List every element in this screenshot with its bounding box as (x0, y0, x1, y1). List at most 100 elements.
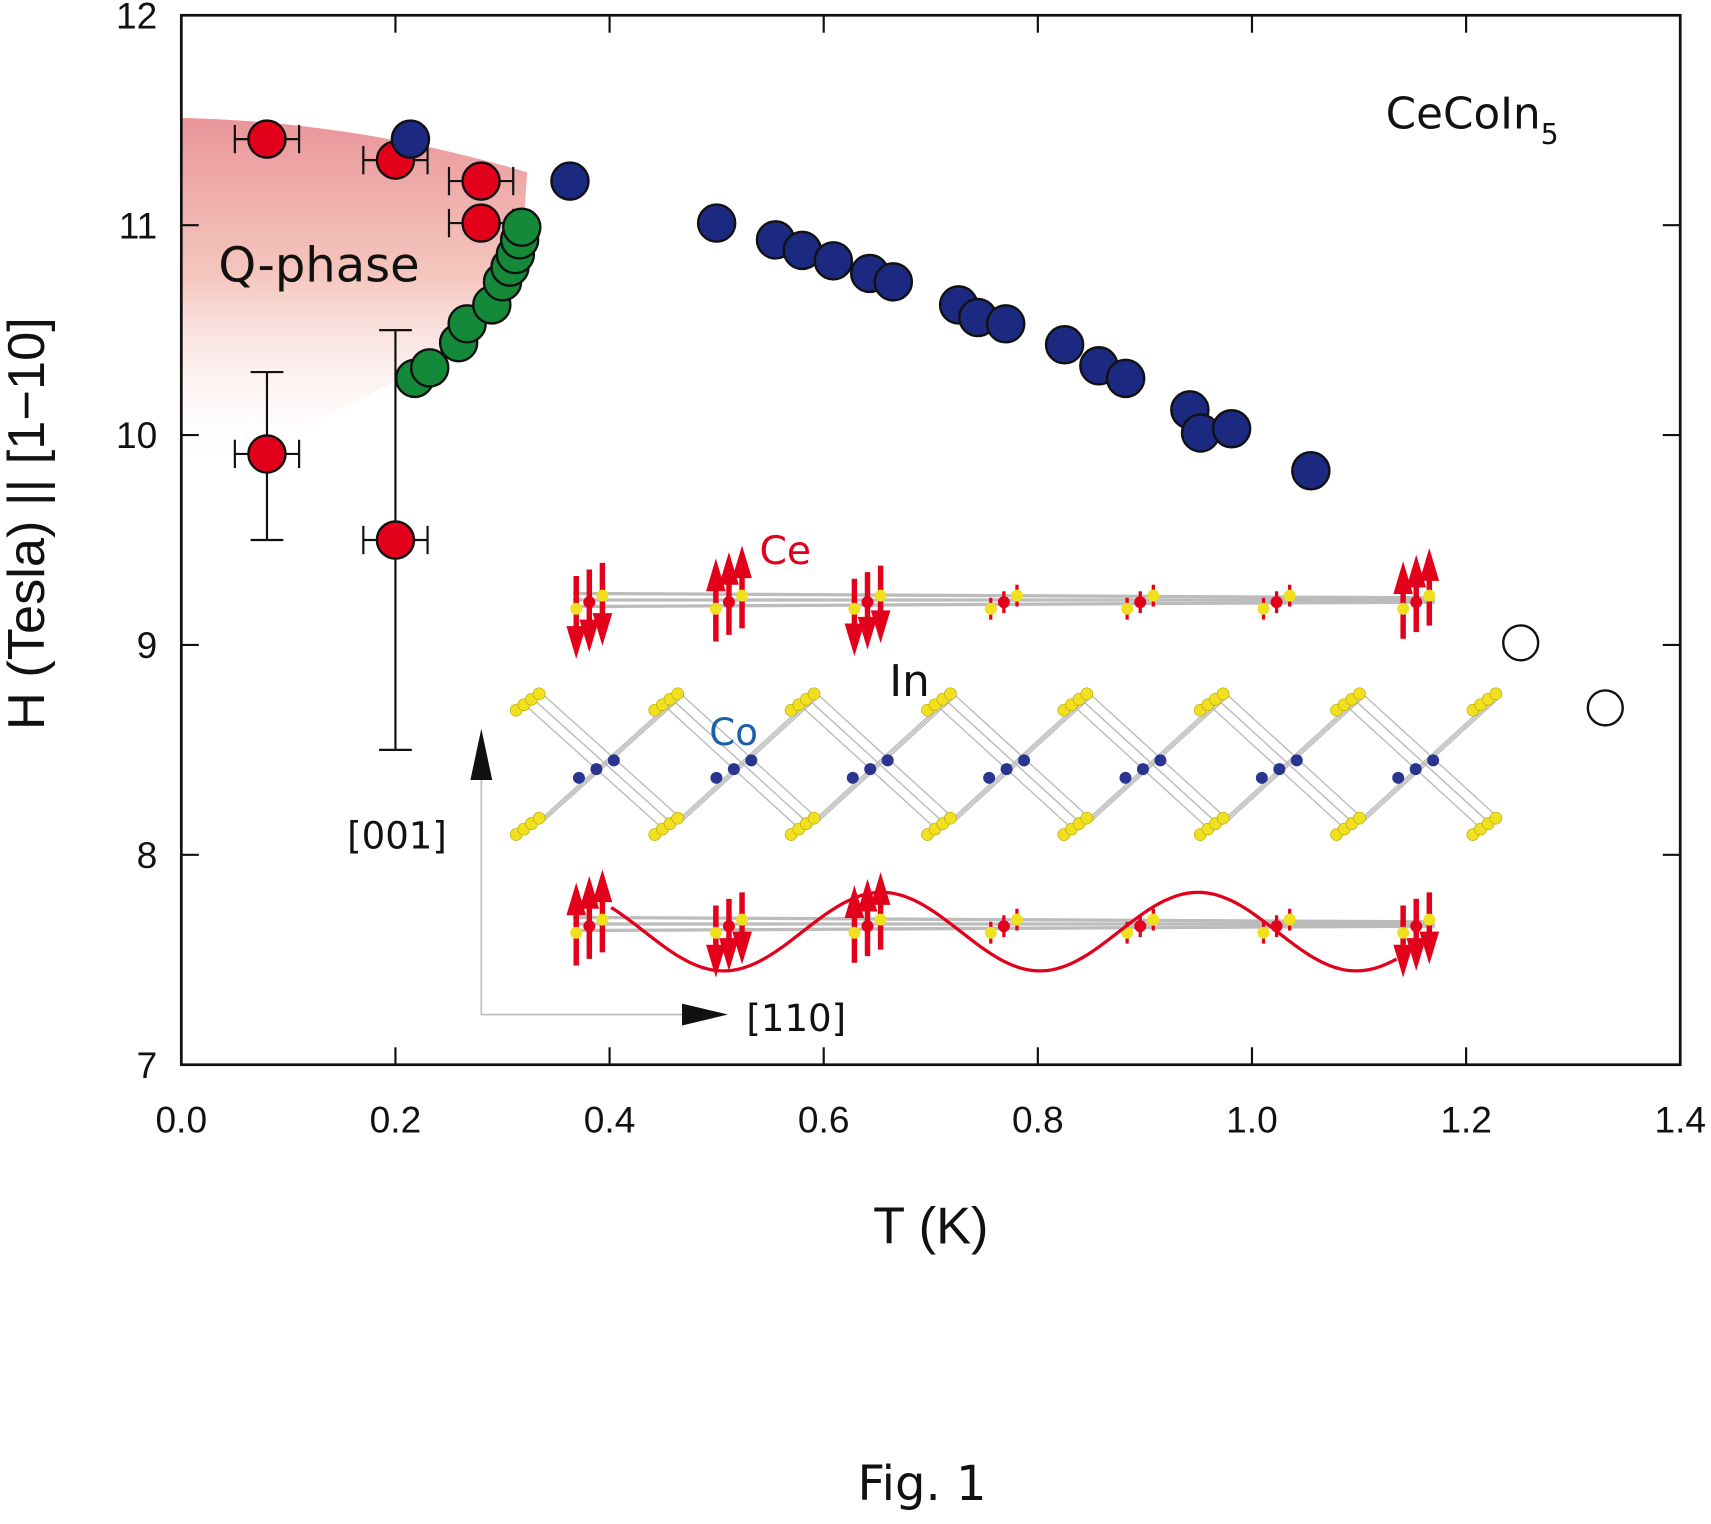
data-point (461, 161, 501, 201)
q-phase-label: Q-phase (218, 237, 419, 293)
co-atom (881, 754, 894, 767)
bond (535, 700, 675, 827)
spin-arrowhead-icon (592, 613, 613, 646)
ce-atom (1121, 602, 1134, 615)
data-point (813, 241, 854, 281)
spin-arrowhead-icon (1419, 548, 1440, 581)
spin-arrowhead-icon (844, 623, 865, 657)
data-point (1291, 450, 1331, 491)
compound-subscript: 5 (1541, 118, 1559, 151)
co-atom (1427, 754, 1440, 767)
in-atom (807, 811, 821, 825)
x-tick-label: 1.2 (1440, 1098, 1492, 1140)
co-atom (1290, 754, 1303, 767)
data-point (1586, 689, 1624, 727)
spin-arrowhead-icon (579, 619, 600, 653)
bond (1355, 700, 1494, 827)
y-axis-title: H (Tesla) || [1−10] (0, 317, 56, 730)
ce-atom (1134, 596, 1147, 609)
x-tick-label: 1.0 (1226, 1098, 1278, 1140)
in-atom (944, 687, 957, 701)
y-tick-label: 8 (137, 834, 158, 876)
ce-atom (1270, 596, 1283, 609)
in-atom (1489, 687, 1503, 701)
ce-atom (596, 913, 609, 926)
co-atom (983, 771, 996, 784)
spin-arrowhead-icon (1406, 938, 1427, 971)
spin-density-wave (610, 890, 1398, 973)
data-point (873, 262, 914, 302)
ce-atom (736, 589, 749, 602)
ce-atom (596, 589, 609, 602)
co-atom (710, 771, 723, 784)
in-atom (1489, 811, 1503, 825)
x-tick-label: 0.8 (1012, 1098, 1064, 1140)
spin-arrowhead-icon (719, 938, 739, 971)
data-point (1502, 624, 1540, 662)
spin-arrowhead-icon (732, 545, 752, 579)
data-point (550, 161, 590, 201)
data-point (1211, 409, 1252, 449)
data-points (233, 119, 1624, 751)
data-point (696, 203, 737, 243)
ce-atom (1410, 596, 1423, 609)
ce-atom (1147, 589, 1160, 602)
ce-atom (1010, 913, 1023, 926)
bond (1219, 700, 1357, 827)
ce-atom (1283, 589, 1296, 602)
x-axis-title: T (K) (873, 1198, 988, 1256)
in-atom (807, 687, 821, 701)
data-point (1044, 325, 1085, 365)
ce-atom (570, 602, 583, 615)
in-atom (671, 687, 685, 701)
y-tick-label: 11 (119, 204, 158, 246)
data-point (985, 304, 1026, 344)
ce-atom (1423, 913, 1436, 926)
ce-atom (1397, 926, 1410, 939)
co-atom (1255, 771, 1268, 784)
direction-001-label: [001] (347, 815, 447, 858)
x-tick-label: 1.4 (1654, 1098, 1706, 1140)
ce-atom (848, 602, 861, 615)
ce-atom (848, 926, 861, 939)
y-tick-label: 10 (116, 414, 157, 456)
ce-atom (1010, 589, 1023, 602)
ce-atom (874, 913, 887, 926)
co-atom (846, 771, 859, 784)
ce-atom (984, 926, 997, 939)
spin-arrowhead-icon (1393, 944, 1413, 978)
in-atom (944, 811, 957, 825)
data-point (247, 434, 287, 474)
in-atom (671, 811, 685, 825)
ce-atom (1410, 920, 1423, 933)
in-atom (1080, 687, 1094, 701)
spin-arrowhead-icon (592, 869, 613, 903)
x-tick-label: 0.4 (584, 1098, 636, 1140)
ce-atom (1257, 602, 1270, 615)
spin-arrowhead-icon (870, 872, 891, 905)
compound-label: CeCoIn5 (1386, 90, 1559, 151)
co-atom (745, 754, 758, 767)
bond (1083, 700, 1221, 827)
ce-atom (997, 596, 1010, 609)
figure-caption: Fig. 1 (858, 1456, 987, 1512)
ce-atom (583, 596, 596, 609)
ce-label: Ce (760, 529, 812, 574)
y-tick-label: 12 (116, 0, 157, 36)
x-tick-label: 0.0 (156, 1098, 208, 1140)
co-atom (1119, 771, 1132, 784)
data-point (375, 520, 416, 560)
ce-atom (1121, 926, 1134, 939)
ce-atom (984, 602, 997, 615)
co-atom (572, 771, 585, 784)
co-label: Co (709, 711, 758, 754)
bond (673, 700, 812, 827)
ce-atom (1397, 602, 1410, 615)
spin-arrowhead-icon (732, 931, 752, 965)
co-atom (1392, 771, 1405, 784)
co-atom (1154, 754, 1167, 767)
data-point (502, 207, 542, 248)
in-atom (1216, 811, 1230, 825)
axes: 0.0 0.2 0.4 0.6 0.8 1.0 1.2 1.4 7 8 9 10 11 12 (116, 0, 1706, 1140)
